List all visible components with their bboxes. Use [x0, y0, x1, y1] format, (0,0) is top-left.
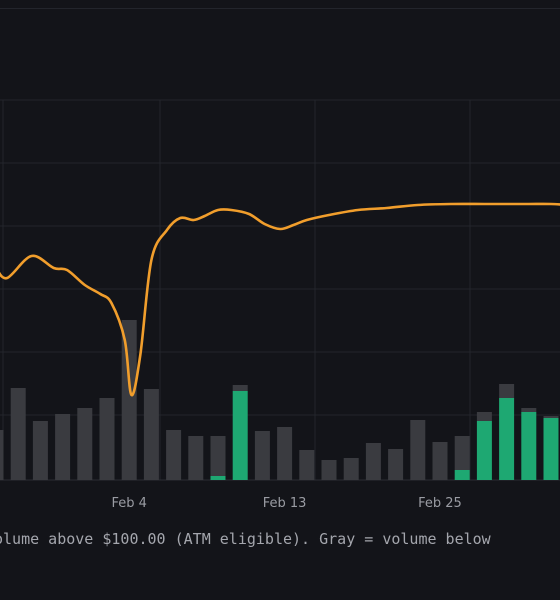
x-tick-label: Feb 4 — [111, 496, 146, 511]
volume-bar-below — [232, 385, 248, 391]
volume-bar-below — [210, 436, 226, 476]
volume-bar-below — [55, 414, 71, 480]
volume-bar-below — [388, 449, 404, 480]
volume-bar-below — [10, 388, 26, 480]
volume-bar-below — [0, 430, 4, 480]
volume-bar-below — [432, 442, 448, 480]
volume-bar-below — [299, 450, 315, 480]
chart-caption: olume above $100.00 (ATM eligible). Gray… — [0, 530, 491, 548]
volume-bar-below — [32, 421, 48, 480]
volume-bar-below — [499, 384, 515, 398]
volume-bar-below — [99, 398, 115, 480]
volume-bar-above — [543, 418, 559, 480]
volume-bar-above — [210, 476, 226, 480]
volume-bar-above — [454, 470, 470, 480]
volume-bar-below — [454, 436, 470, 470]
price-line — [0, 202, 560, 397]
x-tick-label: Feb 13 — [263, 496, 307, 511]
volume-bar-below — [321, 460, 337, 480]
volume-bar-below — [476, 412, 492, 421]
volume-bar-above — [476, 421, 492, 480]
volume-bar-below — [77, 408, 93, 480]
volume-bar-below — [521, 408, 537, 412]
volume-bar-below — [254, 431, 270, 480]
volume-bar-below — [277, 427, 293, 480]
x-tick-label: Feb 25 — [418, 496, 462, 511]
top-divider — [0, 8, 560, 9]
volume-bar-below — [343, 458, 359, 480]
volume-bar-above — [521, 412, 537, 480]
volume-bar-below — [365, 443, 381, 480]
volume-bar-below — [188, 436, 204, 480]
volume-bar-above — [499, 398, 515, 480]
volume-bar-below — [143, 389, 159, 480]
volume-bar-below — [166, 430, 182, 480]
volume-bar-below — [121, 320, 137, 480]
volume-bar-below — [410, 420, 426, 480]
volume-bar-above — [232, 391, 248, 480]
volume-bar-below — [543, 416, 559, 418]
